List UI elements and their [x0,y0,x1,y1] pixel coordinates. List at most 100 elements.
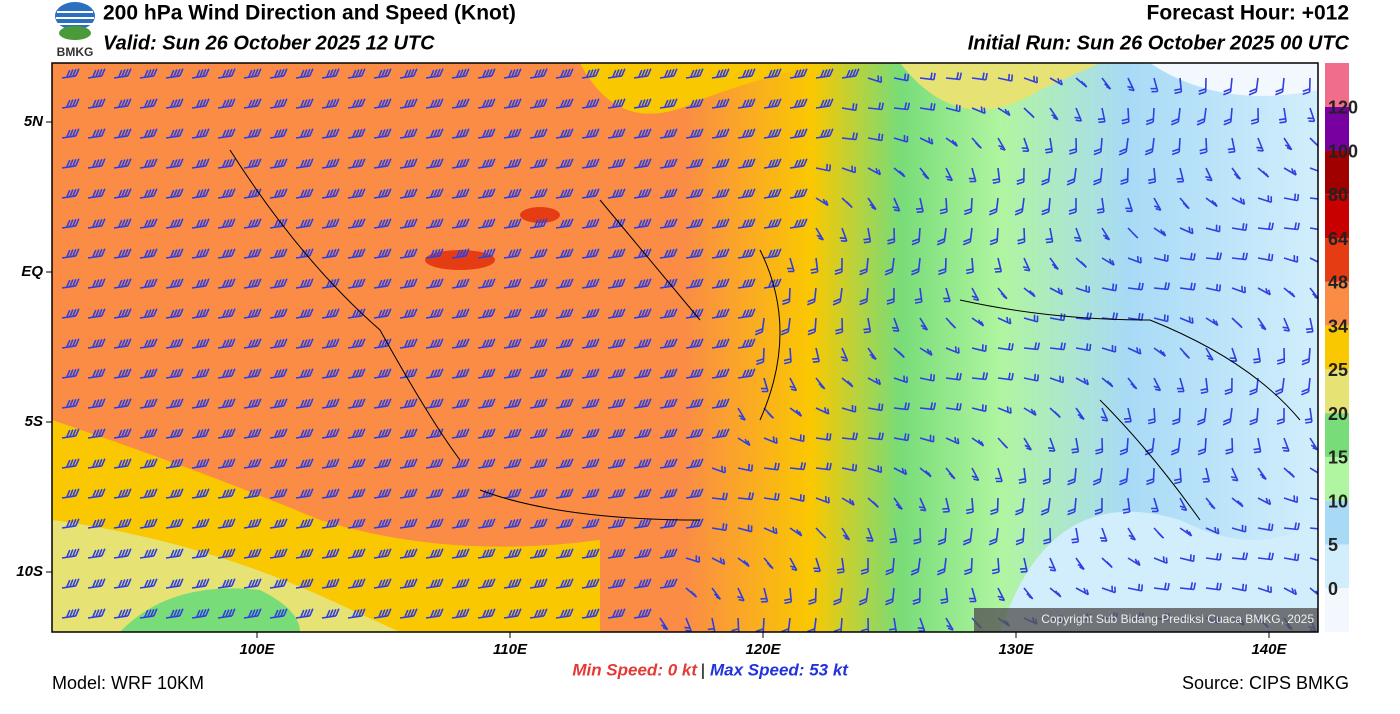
wind-barb [1307,107,1316,123]
wind-barb [555,608,574,619]
wind-barb [217,458,236,469]
wind-barb [451,248,470,259]
wind-barb [893,375,908,384]
wind-barb [1075,285,1091,294]
wind-barb [191,158,210,169]
lat-label: 5N [24,113,44,130]
wind-barb [347,398,366,409]
colorbar-bin [1325,500,1349,545]
wind-barb [347,338,366,349]
wind-barb [529,338,548,349]
wind-barb [1200,377,1209,394]
map-frame [51,62,1319,633]
wind-barb [1017,227,1026,245]
wind-barb [971,404,987,413]
wind-barb [1223,77,1233,96]
wind-barb [789,462,807,471]
wind-barb [269,428,288,439]
wind-barb [1049,342,1066,351]
wind-barb [1301,377,1311,396]
wind-barb [1049,107,1059,121]
wind-barb [191,98,210,109]
wind-barb [113,68,132,79]
wind-barb [841,432,859,441]
wind-barb [1153,314,1169,323]
wind-barb [763,492,780,501]
wind-barb [295,158,314,169]
wind-barb [737,218,756,229]
wind-barb [347,488,366,499]
wind-barb [581,98,600,109]
wind-barb [321,488,340,499]
wind-barb [113,158,132,169]
wind-barb [1304,407,1313,424]
wind-barb [295,188,314,199]
wind-barb [243,458,262,469]
wind-barb [425,188,444,199]
wind-barb [477,278,496,289]
wind-barb [503,68,522,79]
wind-barb [685,368,704,379]
wind-barb [477,68,496,79]
wind-barb [1023,287,1036,298]
wind-barb [1227,137,1236,154]
wind-barb [165,248,184,259]
wind-barb [503,188,522,199]
wind-barb [191,128,210,139]
wind-barb [425,518,444,529]
wind-barb [581,488,600,499]
wind-barb [243,278,262,289]
lon-label: 140E [1251,641,1287,658]
wind-barb [711,68,730,79]
lat-label: EQ [21,263,43,280]
wind-barb [295,458,314,469]
wind-barb [633,338,652,349]
wind-barb [711,492,728,501]
wind-barb [503,518,522,529]
wind-barb [321,368,340,379]
wind-barb [87,188,106,199]
wind-barb [555,428,574,439]
logo: BMKG [55,2,95,59]
wind-barb [968,167,977,183]
wind-barb [87,398,106,409]
wind-barb [1147,407,1156,425]
wind-barb [451,128,470,139]
wind-barb [1075,77,1088,88]
wind-barb [815,496,830,504]
wind-barb [217,548,236,559]
wind-barb [1205,167,1213,182]
wind-barb [1044,137,1053,154]
wind-barb [243,128,262,139]
wind-barb [503,488,522,499]
wind-barb [936,227,947,246]
wind-barb [835,317,844,335]
wind-barb [789,557,798,572]
wind-barb [1231,197,1246,206]
wind-barb [87,458,106,469]
wind-barb [529,368,548,379]
wind-barb [243,398,262,409]
wind-barb [1123,407,1132,423]
wind-barb [217,158,236,169]
wind-barb [685,248,704,259]
wind-barb [347,428,366,439]
wind-barb [1014,197,1025,216]
wind-barb [1202,467,1211,483]
wind-barb [1253,347,1261,364]
wind-barb [217,278,236,289]
wind-barb [321,578,340,589]
wind-barb [165,368,184,379]
wind-barb [685,158,704,169]
wind-barb [321,188,340,199]
wind-barb [113,218,132,229]
wind-barb [165,218,184,229]
wind-barb [451,98,470,109]
wind-barb [1049,375,1064,384]
wind-barb [581,458,600,469]
wind-barb [685,518,704,529]
wind-barb [607,488,626,499]
wind-barb [581,128,600,139]
wind-barb [607,548,626,559]
wind-barb [1309,227,1318,231]
